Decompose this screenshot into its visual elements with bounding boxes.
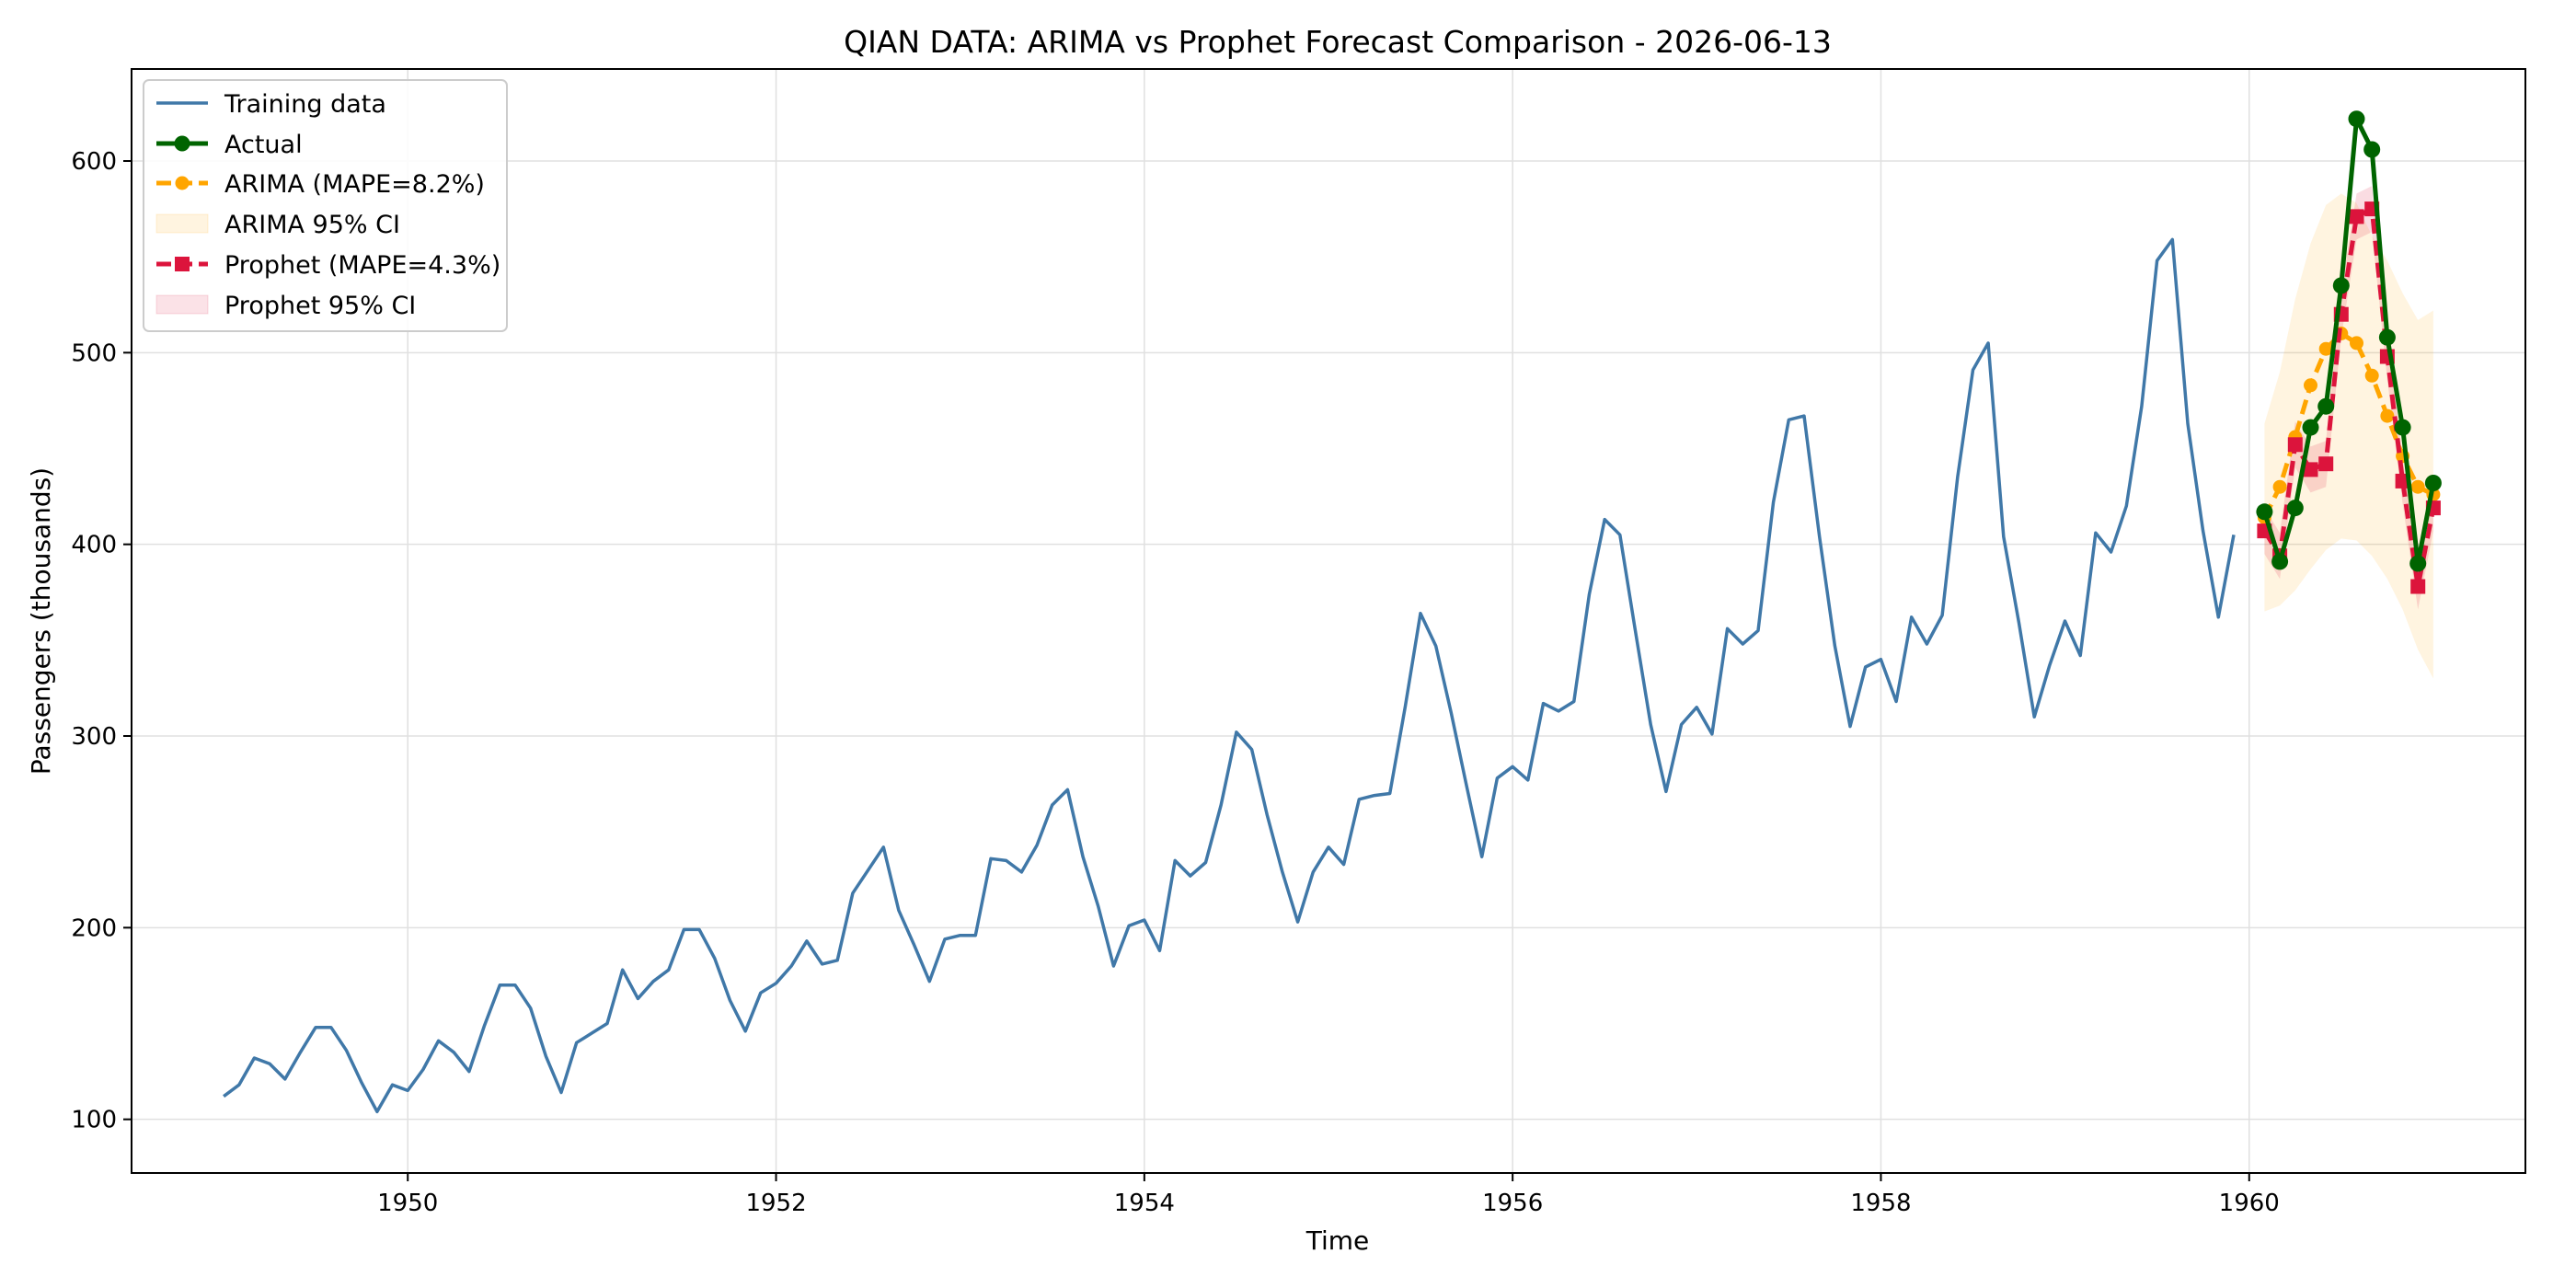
actual-point (2394, 419, 2411, 436)
plot-area-frame (131, 68, 2526, 1174)
legend-label-arima-ci: ARIMA 95% CI (224, 211, 400, 239)
grid-lines (132, 69, 2525, 1173)
x-tick-label: 1950 (377, 1190, 438, 1217)
prophet-point (2287, 437, 2303, 453)
x-tick-label: 1952 (745, 1190, 806, 1217)
prophet-point (2410, 579, 2426, 594)
legend: Training data Actual ARIMA (MAPE=8.2%) A… (143, 79, 508, 332)
training-line (223, 237, 2236, 1114)
x-tick-label: 1954 (1114, 1190, 1175, 1217)
legend-label-arima: ARIMA (MAPE=8.2%) (224, 170, 485, 199)
actual-point (2348, 110, 2365, 128)
actual-point (2302, 419, 2319, 436)
legend-marker-actual (174, 135, 190, 152)
arima-point (2364, 368, 2379, 383)
actual-point (2378, 328, 2396, 346)
legend-swatch-arima-ci (155, 213, 209, 234)
arima-point (2380, 408, 2395, 423)
y-tick-label: 200 (71, 914, 117, 942)
chart-title: QIAN DATA: ARIMA vs Prophet Forecast Com… (844, 24, 1832, 60)
x-axis: 1950 1952 1954 1956 1958 1960 (377, 1173, 2280, 1217)
arima-point (2350, 336, 2363, 351)
legend-label-prophet-ci: Prophet 95% CI (224, 292, 416, 320)
arima-point (2272, 479, 2287, 494)
legend-label-prophet: Prophet (MAPE=4.3%) (224, 251, 500, 280)
prophet-line (2262, 206, 2436, 589)
actual-point (2271, 553, 2289, 570)
y-tick-label: 500 (71, 339, 117, 367)
y-tick-label: 600 (71, 148, 117, 176)
prophet-point (2318, 456, 2334, 472)
legend-box (143, 79, 508, 332)
x-tick-label: 1956 (1482, 1190, 1543, 1217)
actual-point (2363, 141, 2381, 158)
actual-point (2409, 555, 2427, 572)
y-tick-label: 400 (71, 532, 117, 559)
legend-label-training: Training data (224, 90, 386, 119)
arima-point (2304, 378, 2317, 393)
y-axis: 100 200 300 400 500 600 (71, 148, 132, 1134)
x-axis-label: Time (1305, 1225, 1370, 1256)
actual-point (2256, 503, 2273, 521)
y-tick-label: 100 (71, 1107, 117, 1134)
legend-swatch-prophet-ci (155, 294, 209, 315)
actual-line (2262, 116, 2436, 566)
legend-marker-arima (175, 176, 190, 190)
actual-point (2317, 397, 2335, 415)
prophet-point (2349, 209, 2364, 224)
legend-label-actual: Actual (224, 131, 303, 159)
arima-point (2318, 341, 2333, 356)
arima-ci-band (2264, 193, 2433, 679)
prophet-point (2303, 462, 2318, 477)
arima-point (2410, 479, 2425, 494)
actual-point (2332, 277, 2350, 294)
legend-marker-prophet (175, 257, 190, 271)
series-lines (223, 110, 2442, 1114)
y-tick-label: 300 (71, 723, 117, 751)
actual-point (2286, 500, 2304, 517)
y-axis-label: Passengers (thousands) (26, 467, 56, 775)
x-tick-label: 1960 (2219, 1190, 2280, 1217)
actual-point (2424, 475, 2442, 491)
x-tick-label: 1958 (1850, 1190, 1911, 1217)
